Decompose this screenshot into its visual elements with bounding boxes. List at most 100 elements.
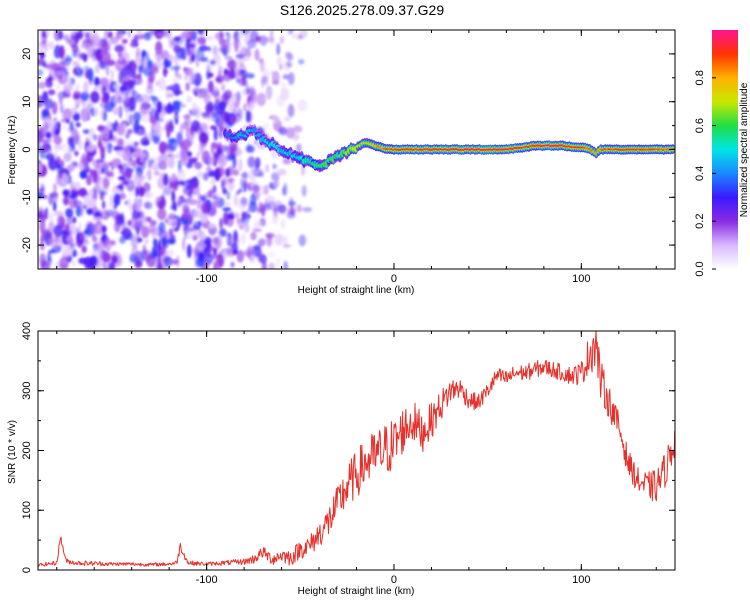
noise-blob [195,54,200,68]
noise-blob [182,183,187,196]
noise-blob [54,83,62,90]
noise-blob [162,173,169,187]
noise-blob [54,261,60,269]
noise-blob [286,61,293,68]
noise-blob [210,142,216,155]
noise-blob [54,150,58,161]
noise-blob [77,187,88,197]
noise-blob [117,55,126,65]
noise-blob [158,141,167,154]
noise-blob [253,221,262,228]
noise-blob [223,89,233,101]
spectrogram-y-tick-label: 0 [21,146,33,152]
noise-blob [92,205,98,213]
noise-blob [200,195,207,202]
noise-blob [156,101,163,114]
noise-blob [205,253,214,265]
noise-blob [137,30,142,35]
noise-blob [271,150,278,159]
noise-blob [180,154,188,166]
spectrogram-y-tick-label: 10 [21,96,33,108]
noise-blob [38,81,46,89]
noise-blob [45,131,52,139]
noise-blob [213,127,218,141]
noise-blob [171,201,178,209]
noise-blob [241,171,249,179]
figure-title: S126.2025.278.09.37.G29 [280,2,444,18]
noise-blob [71,259,76,267]
noise-blob [267,251,276,258]
noise-blob [117,176,125,181]
noise-blob [222,211,229,226]
noise-blob [209,59,216,66]
noise-blob [197,198,201,205]
noise-blob [264,89,273,99]
noise-blob [62,121,67,133]
noise-blob [197,36,206,45]
noise-blob [224,55,233,60]
noise-blob [244,72,255,79]
noise-blob [245,109,251,123]
noise-blob [213,261,217,269]
snr-y-tick-label: 0 [21,567,33,573]
noise-blob [182,30,192,40]
noise-blob [129,152,139,159]
noise-blob [84,31,91,39]
noise-blob [182,120,189,130]
noise-blob [184,71,189,82]
noise-blob [207,46,211,52]
spectrogram-y-tick-label: 20 [21,48,33,60]
noise-blob [118,70,122,85]
noise-blob [119,236,126,244]
noise-blob [101,85,107,96]
noise-blob [39,219,46,234]
noise-blob [212,152,218,167]
noise-blob [144,239,149,245]
noise-blob [186,161,193,169]
noise-blob [226,213,235,220]
noise-blob [240,197,248,206]
noise-blob [145,31,149,37]
noise-blob [38,135,43,143]
noise-blob [263,122,270,130]
noise-blob [63,83,73,93]
noise-blob [230,261,234,269]
noise-blob [271,70,280,85]
noise-blob [222,73,232,81]
noise-blob [143,222,147,227]
noise-blob [248,200,258,213]
noise-blob [218,228,227,238]
noise-blob [296,143,302,153]
noise-blob [188,56,192,65]
noise-blob [83,229,89,235]
noise-blob [128,106,136,113]
noise-blob [78,221,82,234]
snr-xlabel: Height of straight line (km) [298,586,415,597]
noise-blob [97,248,104,263]
noise-blob [195,209,202,219]
noise-blob [52,191,58,203]
noise-blob [222,201,232,207]
noise-blob [107,161,113,167]
noise-blob [149,251,153,260]
noise-blob [74,150,79,157]
noise-blob [92,190,96,198]
noise-blob [69,120,74,132]
noise-blob [58,59,67,70]
noise-blob [134,219,143,232]
noise-blob [103,30,109,41]
noise-blob [47,211,55,223]
noise-blob [62,34,70,41]
noise-blob [116,30,120,39]
noise-blob [78,140,83,150]
noise-blob [112,107,121,116]
noise-blob [207,80,214,93]
noise-blob [186,244,192,259]
noise-blob [74,31,84,40]
noise-blob [71,249,78,258]
noise-blob [101,51,112,64]
noise-blob [242,125,247,131]
noise-blob [285,127,295,139]
noise-blob [261,75,269,86]
